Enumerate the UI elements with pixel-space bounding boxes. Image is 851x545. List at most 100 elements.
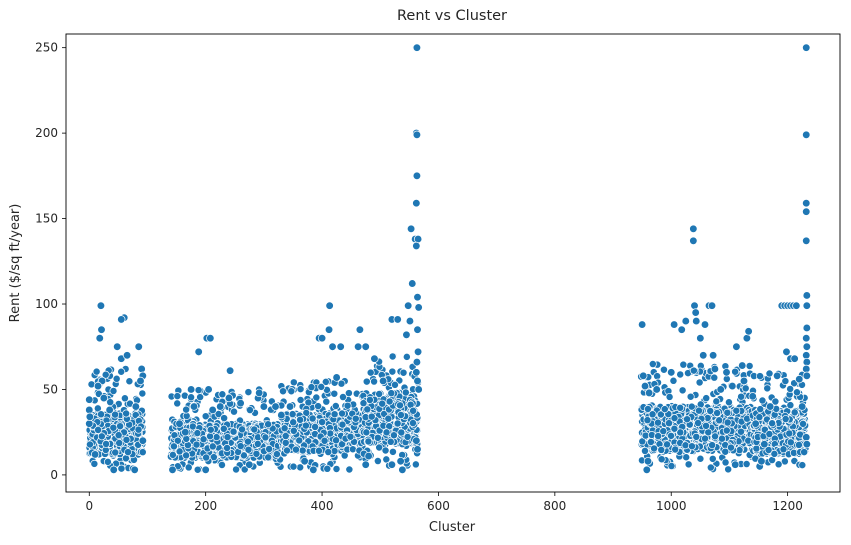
data-point — [362, 377, 371, 386]
data-point — [802, 301, 811, 310]
data-point — [261, 433, 270, 442]
data-point — [648, 410, 657, 419]
data-point — [206, 432, 214, 441]
data-point — [412, 357, 422, 367]
data-point — [182, 451, 191, 460]
data-point — [773, 371, 782, 380]
data-point — [768, 419, 777, 428]
data-point — [802, 357, 811, 367]
data-point — [647, 431, 656, 439]
data-point — [223, 433, 232, 442]
data-point — [671, 445, 680, 454]
data-point — [346, 432, 355, 441]
data-point — [208, 442, 217, 451]
data-point — [409, 406, 418, 415]
data-point — [721, 447, 730, 456]
data-point — [707, 301, 717, 310]
data-point — [298, 446, 307, 455]
data-point — [412, 43, 422, 52]
data-point — [296, 396, 305, 404]
data-point — [414, 385, 423, 394]
data-point — [206, 334, 215, 343]
data-point — [689, 236, 698, 245]
data-point — [204, 385, 213, 394]
data-point — [116, 422, 125, 431]
data-point — [391, 380, 399, 389]
data-point — [665, 392, 674, 401]
data-point — [332, 436, 341, 445]
data-point — [792, 301, 801, 310]
data-point — [405, 316, 415, 326]
data-point — [280, 424, 289, 433]
data-point — [396, 457, 405, 466]
data-point — [105, 405, 114, 415]
data-point — [194, 386, 203, 395]
data-point — [786, 438, 795, 447]
data-point — [387, 389, 396, 398]
data-point — [229, 427, 238, 436]
data-point — [702, 421, 710, 430]
data-point — [786, 385, 795, 393]
data-point — [687, 442, 696, 451]
x-tick-label: 600 — [427, 499, 450, 513]
data-point — [208, 405, 217, 415]
data-point — [412, 241, 421, 251]
data-point — [193, 465, 202, 474]
data-point — [653, 372, 662, 381]
x-tick-label: 800 — [543, 499, 566, 513]
data-point — [94, 425, 103, 434]
data-point — [408, 279, 417, 288]
data-point — [802, 351, 811, 360]
data-point — [168, 465, 177, 474]
data-point — [795, 375, 804, 384]
data-point — [381, 446, 390, 455]
data-point — [90, 459, 99, 468]
data-point — [318, 418, 327, 427]
x-tick-label: 400 — [311, 499, 334, 513]
data-point — [326, 429, 335, 438]
data-point — [370, 354, 379, 363]
data-point — [413, 325, 422, 334]
data-point — [109, 423, 118, 432]
data-point — [402, 330, 411, 339]
data-point — [684, 460, 693, 469]
data-point — [802, 199, 811, 208]
data-point — [640, 381, 650, 391]
data-point — [114, 431, 123, 440]
data-point — [355, 325, 365, 334]
data-point — [683, 415, 692, 424]
data-point — [682, 453, 691, 462]
data-point — [711, 432, 720, 441]
data-point — [292, 445, 300, 454]
data-point — [111, 448, 120, 457]
data-point — [201, 465, 210, 474]
data-point — [189, 402, 199, 411]
data-point — [134, 342, 143, 351]
data-point — [309, 465, 318, 474]
data-point — [737, 392, 746, 401]
x-tick-label: 1200 — [772, 499, 803, 513]
data-point — [175, 447, 184, 456]
data-point — [196, 393, 205, 402]
data-point — [654, 432, 663, 441]
data-point — [202, 453, 211, 462]
data-point — [339, 393, 347, 401]
data-point — [288, 410, 297, 419]
data-point — [295, 436, 304, 445]
data-point — [406, 224, 416, 233]
data-point — [244, 437, 252, 446]
data-point — [330, 410, 339, 419]
data-point — [378, 399, 387, 408]
data-point — [353, 342, 363, 351]
data-point — [802, 43, 811, 52]
data-point — [97, 410, 106, 419]
data-point — [715, 416, 724, 425]
data-point — [92, 367, 101, 376]
data-point — [103, 457, 112, 466]
data-point — [209, 453, 218, 462]
data-point — [175, 419, 184, 428]
data-point — [194, 347, 203, 357]
data-point — [802, 371, 811, 380]
data-point — [124, 448, 132, 457]
data-point — [732, 342, 741, 351]
